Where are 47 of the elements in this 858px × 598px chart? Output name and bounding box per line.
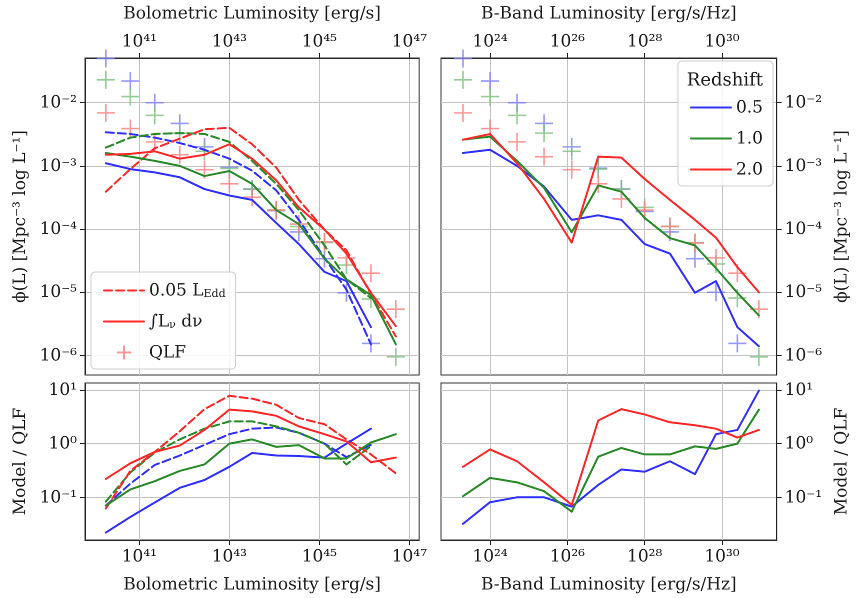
x-tick-label: 10³⁰ <box>704 32 740 52</box>
x-tick-label: 10⁴⁷ <box>392 32 428 52</box>
y-tick-label: 10⁻² <box>784 92 822 113</box>
x-tick-label: 10⁴¹ <box>122 32 157 52</box>
y-tick-label: 10¹ <box>48 380 77 400</box>
y-axis-title: Model / QLF <box>832 408 852 516</box>
legend-title: Redshift <box>686 70 764 90</box>
legend-label: QLF <box>149 342 186 362</box>
x-axis-title: Bolometric Luminosity [erg/s] <box>123 574 381 594</box>
x-axis-title: B-Band Luminosity [erg/s/Hz] <box>480 574 737 594</box>
x-tick-label: 10³⁰ <box>704 546 740 566</box>
y-tick-label: 10⁻¹ <box>784 487 822 508</box>
x-tick-label: 10⁴¹ <box>122 546 157 566</box>
y-tick-label: 10⁻³ <box>784 156 822 176</box>
y-tick-label: 10⁰ <box>784 434 814 454</box>
x-tick-label: 10²⁸ <box>627 546 662 566</box>
x-tick-label: 10⁴⁷ <box>392 546 428 566</box>
y-axis-title: ϕ(L) [Mpc⁻³ log L⁻¹] <box>10 130 30 303</box>
x-tick-label: 10⁴³ <box>212 32 247 52</box>
y-tick-label: 10⁻² <box>40 92 77 113</box>
y-tick-label: 10⁻³ <box>40 156 77 176</box>
y-axis-title: ϕ(L) [Mpc⁻³ log L⁻¹] <box>832 130 852 303</box>
y-tick-label: 10⁻⁶ <box>784 345 822 366</box>
legend-label: ∫Lν dν <box>149 312 202 332</box>
y-tick-label: 10⁻⁵ <box>784 282 822 302</box>
x-tick-label: 10⁴⁵ <box>302 546 338 566</box>
y-tick-label: 10⁻¹ <box>40 487 77 508</box>
y-tick-label: 10¹ <box>784 380 814 400</box>
y-tick-label: 10⁻⁴ <box>784 219 822 240</box>
y-axis-title: Model / QLF <box>10 408 30 516</box>
x-axis-title: B-Band Luminosity [erg/s/Hz] <box>480 4 737 24</box>
y-tick-label: 10⁻⁴ <box>40 219 78 240</box>
legend-label: 0.5 <box>736 98 764 118</box>
y-tick-label: 10⁻⁵ <box>40 282 78 302</box>
legend-label: 0.05 LEdd <box>149 280 226 300</box>
x-tick-label: 10²⁸ <box>627 32 662 52</box>
legend-label: 1.0 <box>736 128 764 148</box>
x-axis-title: Bolometric Luminosity [erg/s] <box>123 4 381 24</box>
legend-label: 2.0 <box>736 160 764 180</box>
x-tick-label: 10⁴³ <box>212 546 247 566</box>
x-tick-label: 10²⁴ <box>472 546 508 566</box>
y-tick-label: 10⁰ <box>48 434 78 454</box>
x-tick-label: 10²⁶ <box>550 546 586 566</box>
x-tick-label: 10⁴⁵ <box>302 32 338 52</box>
x-tick-label: 10²⁶ <box>550 32 586 52</box>
x-tick-label: 10²⁴ <box>472 32 508 52</box>
y-tick-label: 10⁻⁶ <box>40 345 78 366</box>
